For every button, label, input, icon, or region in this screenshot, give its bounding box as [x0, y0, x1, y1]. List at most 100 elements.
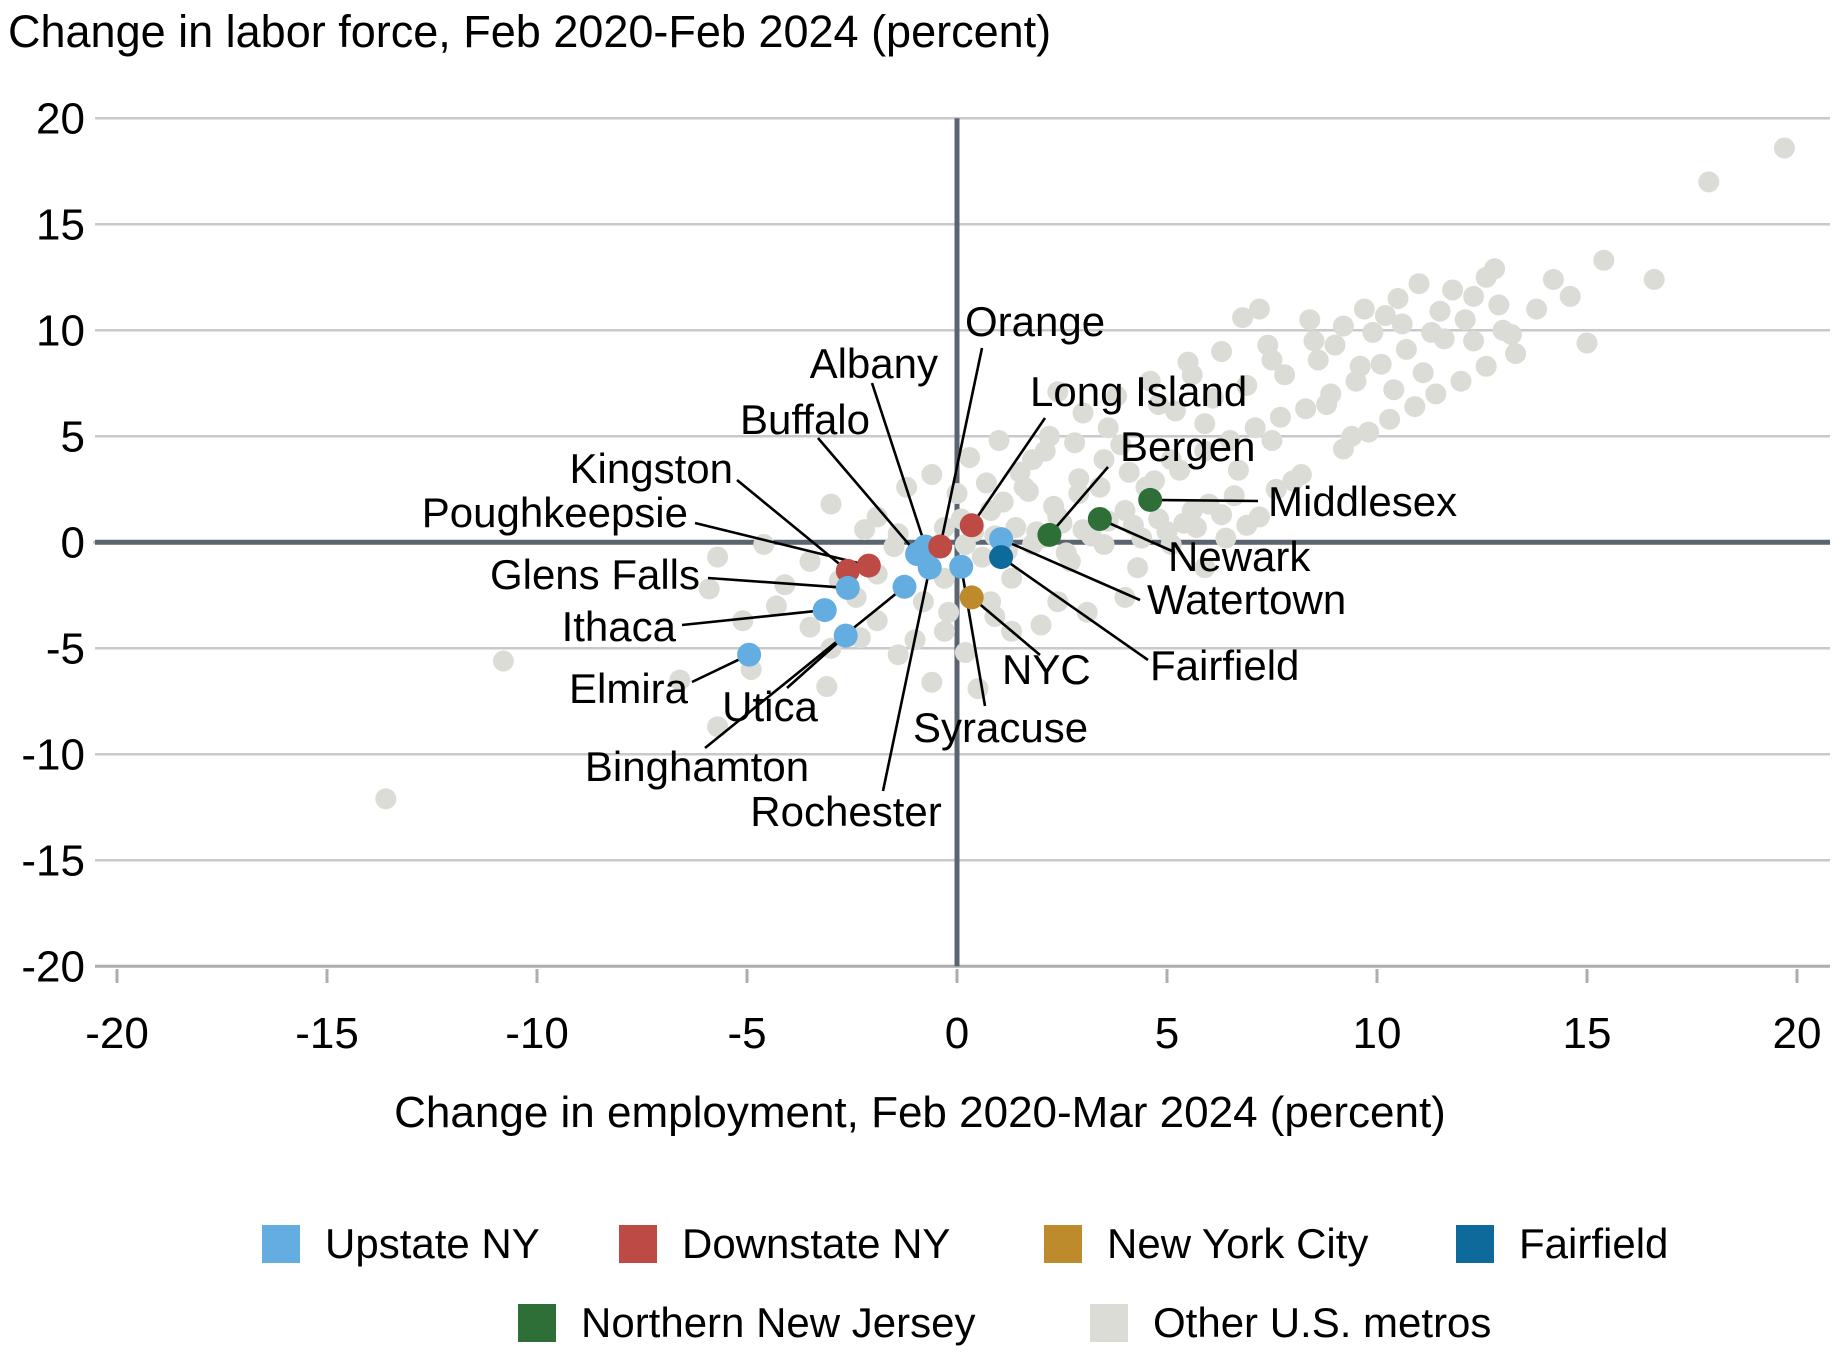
point-kingston — [835, 558, 860, 583]
other-metro-point — [1064, 432, 1086, 454]
other-metro-point — [1484, 258, 1506, 280]
other-metro-point — [1492, 319, 1514, 341]
other-metro-point — [1148, 394, 1170, 415]
other-metro-point — [732, 610, 754, 632]
leader-line-rochester — [881, 567, 931, 792]
other-metro-point — [820, 493, 842, 515]
other-metro-point — [1244, 417, 1266, 439]
other-metro-point — [1211, 504, 1233, 526]
other-metro-point — [816, 676, 838, 697]
other-metro-point — [1463, 285, 1485, 307]
point-glens-falls — [835, 575, 860, 600]
other-metro-point — [1089, 476, 1111, 498]
other-metro-point — [954, 533, 976, 555]
other-metro-point — [1542, 268, 1564, 290]
point-binghamton — [892, 574, 917, 599]
other-metro-point — [1265, 478, 1287, 500]
point-long-island — [959, 513, 984, 538]
other-metro-point — [492, 650, 514, 672]
highlight-points — [737, 487, 1163, 667]
other-metro-point — [1362, 321, 1384, 343]
other-metro-point — [883, 536, 905, 557]
leader-line-bergen — [1048, 466, 1109, 536]
point-ithaca — [812, 598, 837, 623]
other-metro-point — [1391, 313, 1413, 335]
other-metro-point — [1374, 305, 1396, 326]
other-metro-point — [1177, 351, 1199, 373]
label-kingston: Kingston — [570, 445, 733, 492]
other-metro-point — [1395, 338, 1417, 360]
other-metro-point — [1593, 249, 1615, 271]
label-binghamton: Binghamton — [585, 743, 809, 790]
point-syracuse — [949, 554, 974, 579]
other-metro-point — [975, 472, 997, 494]
other-metro-point — [938, 601, 960, 623]
other-metro-point — [1156, 521, 1178, 543]
other-metro-point — [1274, 364, 1296, 386]
label-poughkeepsie: Poughkeepsie — [422, 489, 688, 536]
label-nyc: NYC — [1002, 646, 1091, 693]
other-metro-point — [1047, 591, 1069, 613]
other-metro-point — [1169, 459, 1191, 481]
other-metro-point — [1307, 349, 1329, 371]
other-metro-point — [933, 620, 955, 642]
other-metros-points — [375, 137, 1795, 810]
label-bergen: Bergen — [1120, 423, 1255, 470]
x-tick-label: -20 — [85, 1009, 149, 1058]
other-metro-point — [1194, 557, 1216, 579]
other-metro-point — [959, 447, 981, 468]
other-metro-point — [1076, 601, 1098, 623]
other-metro-point — [1387, 288, 1409, 309]
other-metro-point — [1194, 440, 1216, 462]
leader-line-fairfield — [1000, 556, 1149, 662]
other-metro-point — [1017, 480, 1039, 502]
x-tick-label: 10 — [1353, 1009, 1402, 1058]
leader-line-buffalo — [817, 437, 919, 555]
point-poughkeepsie — [856, 553, 881, 578]
other-metro-point — [866, 610, 888, 632]
leader-line-orange — [938, 347, 984, 547]
y-tick-label: 15 — [36, 200, 85, 249]
y-tick-label: 20 — [36, 94, 85, 143]
other-metro-point — [1106, 385, 1128, 407]
other-metro-point — [1404, 396, 1426, 418]
other-metro-point — [799, 550, 821, 572]
other-metro-point — [1303, 330, 1325, 352]
other-metro-point — [1450, 370, 1472, 392]
other-metro-point — [1425, 383, 1447, 405]
other-metro-point — [1047, 381, 1069, 403]
other-metro-point — [1257, 334, 1279, 356]
label-long-island: Long Island — [1030, 368, 1247, 415]
other-metro-point — [1248, 298, 1270, 320]
other-metro-point — [971, 546, 993, 568]
other-metro-point — [375, 788, 397, 810]
leader-line-long-island — [970, 417, 1047, 527]
other-metro-point — [1332, 315, 1354, 337]
other-metro-point — [1358, 421, 1380, 443]
point-fairfield — [989, 545, 1014, 570]
other-metro-point — [1698, 171, 1720, 193]
other-metro-point — [1421, 321, 1443, 343]
other-metro-point — [1139, 370, 1161, 392]
y-tick-label: -10 — [21, 730, 85, 779]
other-metro-point — [921, 464, 943, 485]
other-metro-point — [1643, 268, 1665, 290]
other-metro-point — [921, 671, 943, 693]
other-metro-point — [1353, 298, 1375, 320]
label-middlesex: Middlesex — [1268, 478, 1457, 525]
other-metro-point — [1236, 374, 1258, 396]
other-metro-point — [1227, 459, 1249, 481]
other-metro-point — [887, 644, 909, 666]
other-metro-point — [1030, 614, 1052, 636]
other-metro-point — [1290, 464, 1312, 485]
other-metro-point — [1345, 370, 1367, 392]
other-metro-point — [1442, 279, 1464, 301]
other-metro-point — [1269, 406, 1291, 428]
other-metro-point — [1320, 383, 1342, 405]
other-metro-point — [1559, 285, 1581, 307]
other-metro-point — [1463, 330, 1485, 352]
other-metro-point — [1232, 307, 1254, 329]
other-metro-point — [1526, 298, 1548, 320]
